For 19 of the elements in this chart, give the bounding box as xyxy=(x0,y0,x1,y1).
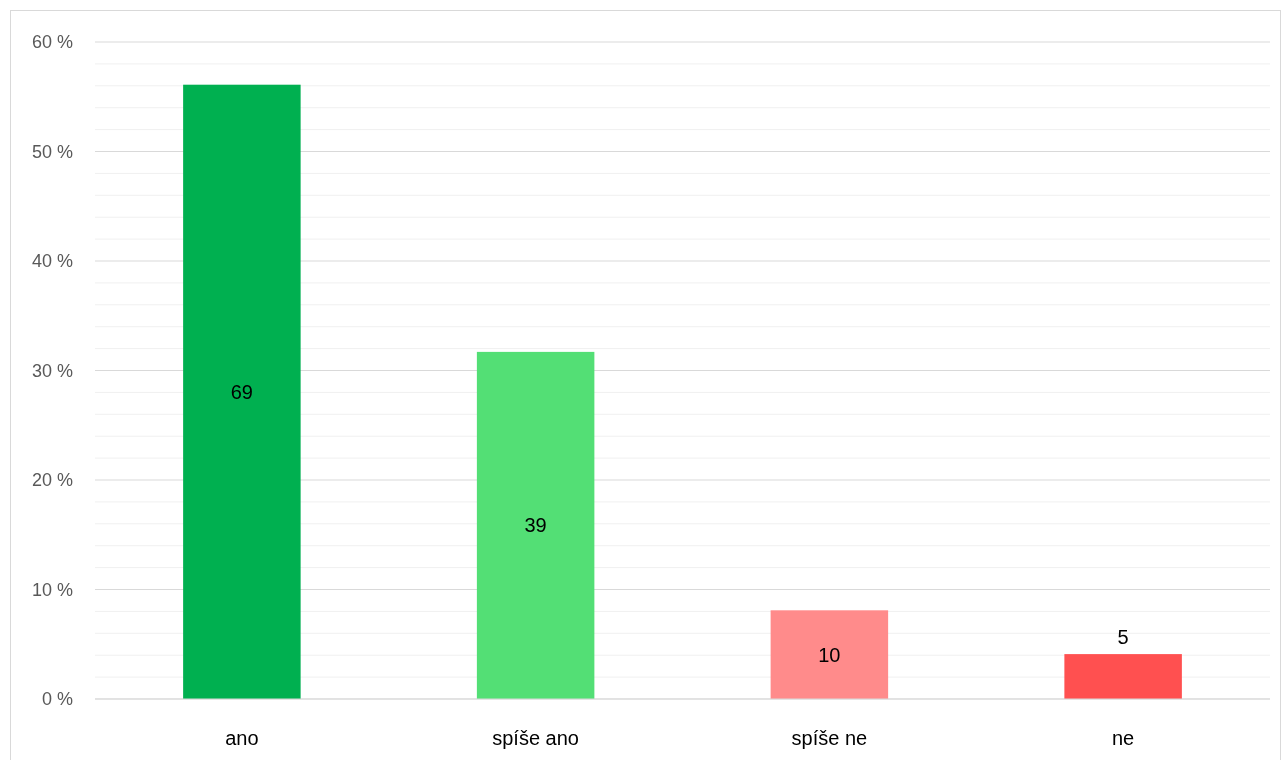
x-tick-label: ne xyxy=(1112,727,1135,749)
bar xyxy=(183,84,301,699)
y-tick-label: 0 % xyxy=(41,689,73,709)
bar xyxy=(770,610,889,699)
y-tick-label: 40 % xyxy=(31,251,73,271)
annotation: 39 xyxy=(524,514,547,537)
y-tick-label: 10 % xyxy=(31,579,73,600)
annotation: 10 xyxy=(818,643,841,666)
y-tick-label: 50 % xyxy=(31,141,73,162)
y-tick-label: 60 % xyxy=(31,32,73,52)
annotation: 69 xyxy=(230,380,253,403)
y-tick-label: 30 % xyxy=(31,360,73,381)
x-tick-label: spíše ano xyxy=(492,727,579,749)
bar xyxy=(1064,654,1182,699)
x-tick-label: spíše ne xyxy=(791,727,868,749)
y-tick-label: 20 % xyxy=(31,470,73,490)
x-tick-label: ano xyxy=(225,727,259,749)
annotation: 5 xyxy=(1117,626,1129,649)
bar xyxy=(476,351,595,699)
